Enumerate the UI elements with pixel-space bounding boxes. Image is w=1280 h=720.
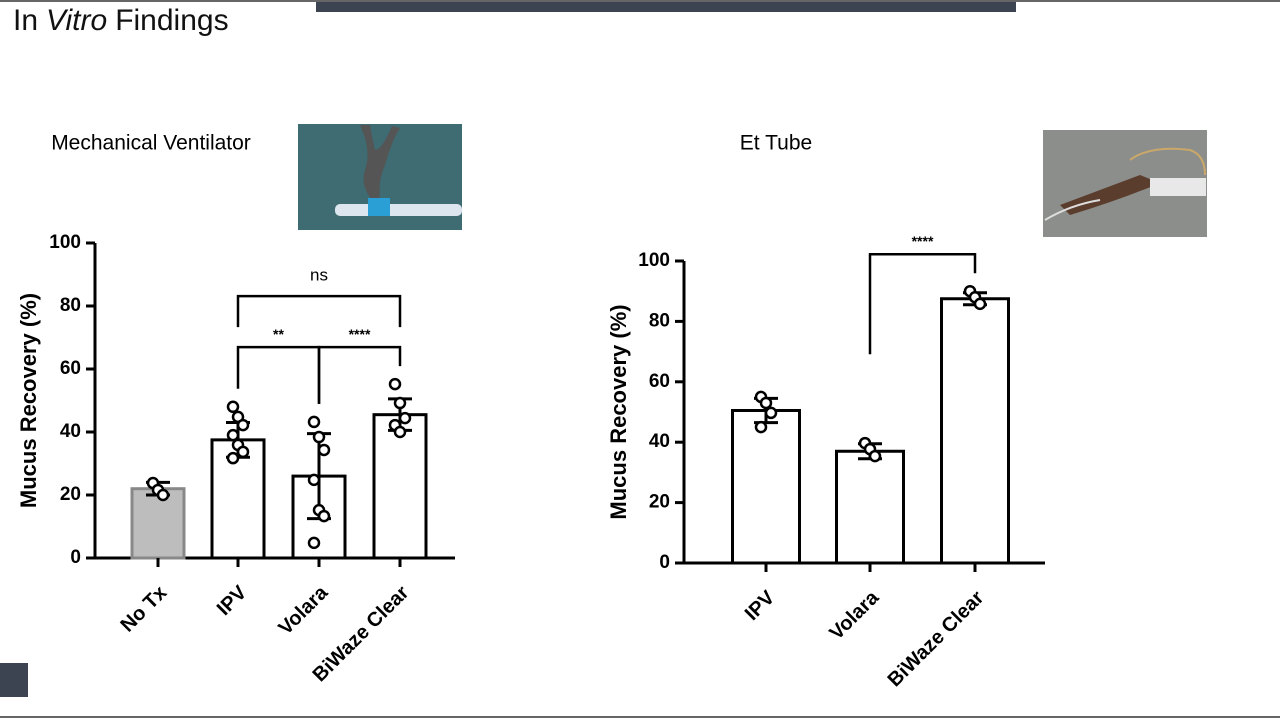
header-bar [316, 2, 1016, 12]
y-tick-label: 80 [60, 295, 81, 316]
chart-title: Mechanical Ventilator [51, 132, 251, 155]
y-axis-label: Mucus Recovery (%) [16, 293, 41, 508]
title-part: Vitro [46, 4, 108, 37]
y-tick-label: 80 [649, 310, 670, 331]
data-point [868, 449, 882, 463]
bracket-line [236, 294, 402, 328]
data-point [307, 415, 321, 429]
data-point [393, 425, 407, 439]
data-point [393, 396, 407, 410]
significance-bracket: **** [317, 326, 402, 404]
y-tick-label: 20 [60, 484, 81, 505]
bar [130, 487, 186, 560]
data-point [759, 396, 773, 410]
y-tick-label: 40 [60, 421, 81, 442]
data-point [156, 488, 170, 502]
data-point [317, 443, 331, 457]
x-tick-label: No Tx [116, 582, 171, 637]
x-tick-label: Volara [826, 586, 884, 644]
x-tick-label: Volara [275, 581, 333, 639]
title-part: In [13, 4, 39, 37]
data-point [754, 420, 768, 434]
x-tick-label: IPV [213, 581, 252, 620]
bracket-label: **** [349, 326, 371, 342]
y-tick-label: 40 [649, 431, 670, 452]
data-point [307, 536, 321, 550]
y-tick-label: 0 [70, 547, 81, 568]
photo-ventilator [298, 124, 462, 230]
bar [731, 408, 801, 565]
x-tick-label: IPV [741, 586, 780, 625]
photo-et-tube [1043, 130, 1207, 237]
bracket-line [236, 345, 321, 404]
bar [940, 297, 1010, 565]
data-point [973, 297, 987, 311]
significance-bracket: **** [868, 233, 977, 355]
y-axis-label: Mucus Recovery (%) [606, 304, 631, 519]
bracket-line [317, 345, 402, 404]
data-point [226, 400, 240, 414]
x-tick-label: BiWaze Clear [884, 587, 989, 692]
y-tick-label: 20 [649, 492, 670, 513]
significance-bracket: ns [236, 266, 402, 328]
data-point [226, 451, 240, 465]
y-tick-label: 0 [659, 552, 670, 573]
data-point [398, 411, 412, 425]
data-point [388, 377, 402, 391]
y-tick-label: 60 [60, 358, 81, 379]
footer-block [0, 663, 28, 697]
bracket-label: **** [912, 233, 934, 249]
y-tick-label: 100 [638, 250, 670, 271]
data-point [307, 473, 321, 487]
bracket-label: ns [310, 266, 328, 285]
data-point [226, 428, 240, 442]
data-point [764, 406, 778, 420]
chart-title: Et Tube [740, 132, 812, 155]
data-point [312, 430, 326, 444]
significance-bracket: ** [236, 326, 321, 404]
title-part: Findings [115, 4, 229, 37]
slide-title: In Vitro Findings [13, 4, 237, 38]
data-point [236, 418, 250, 432]
bracket-label: ** [273, 326, 284, 342]
bracket-line [868, 252, 977, 355]
y-tick-label: 100 [49, 232, 81, 253]
bar [835, 449, 905, 565]
data-point [236, 445, 250, 459]
data-point [317, 509, 331, 523]
y-tick-label: 60 [649, 371, 670, 392]
